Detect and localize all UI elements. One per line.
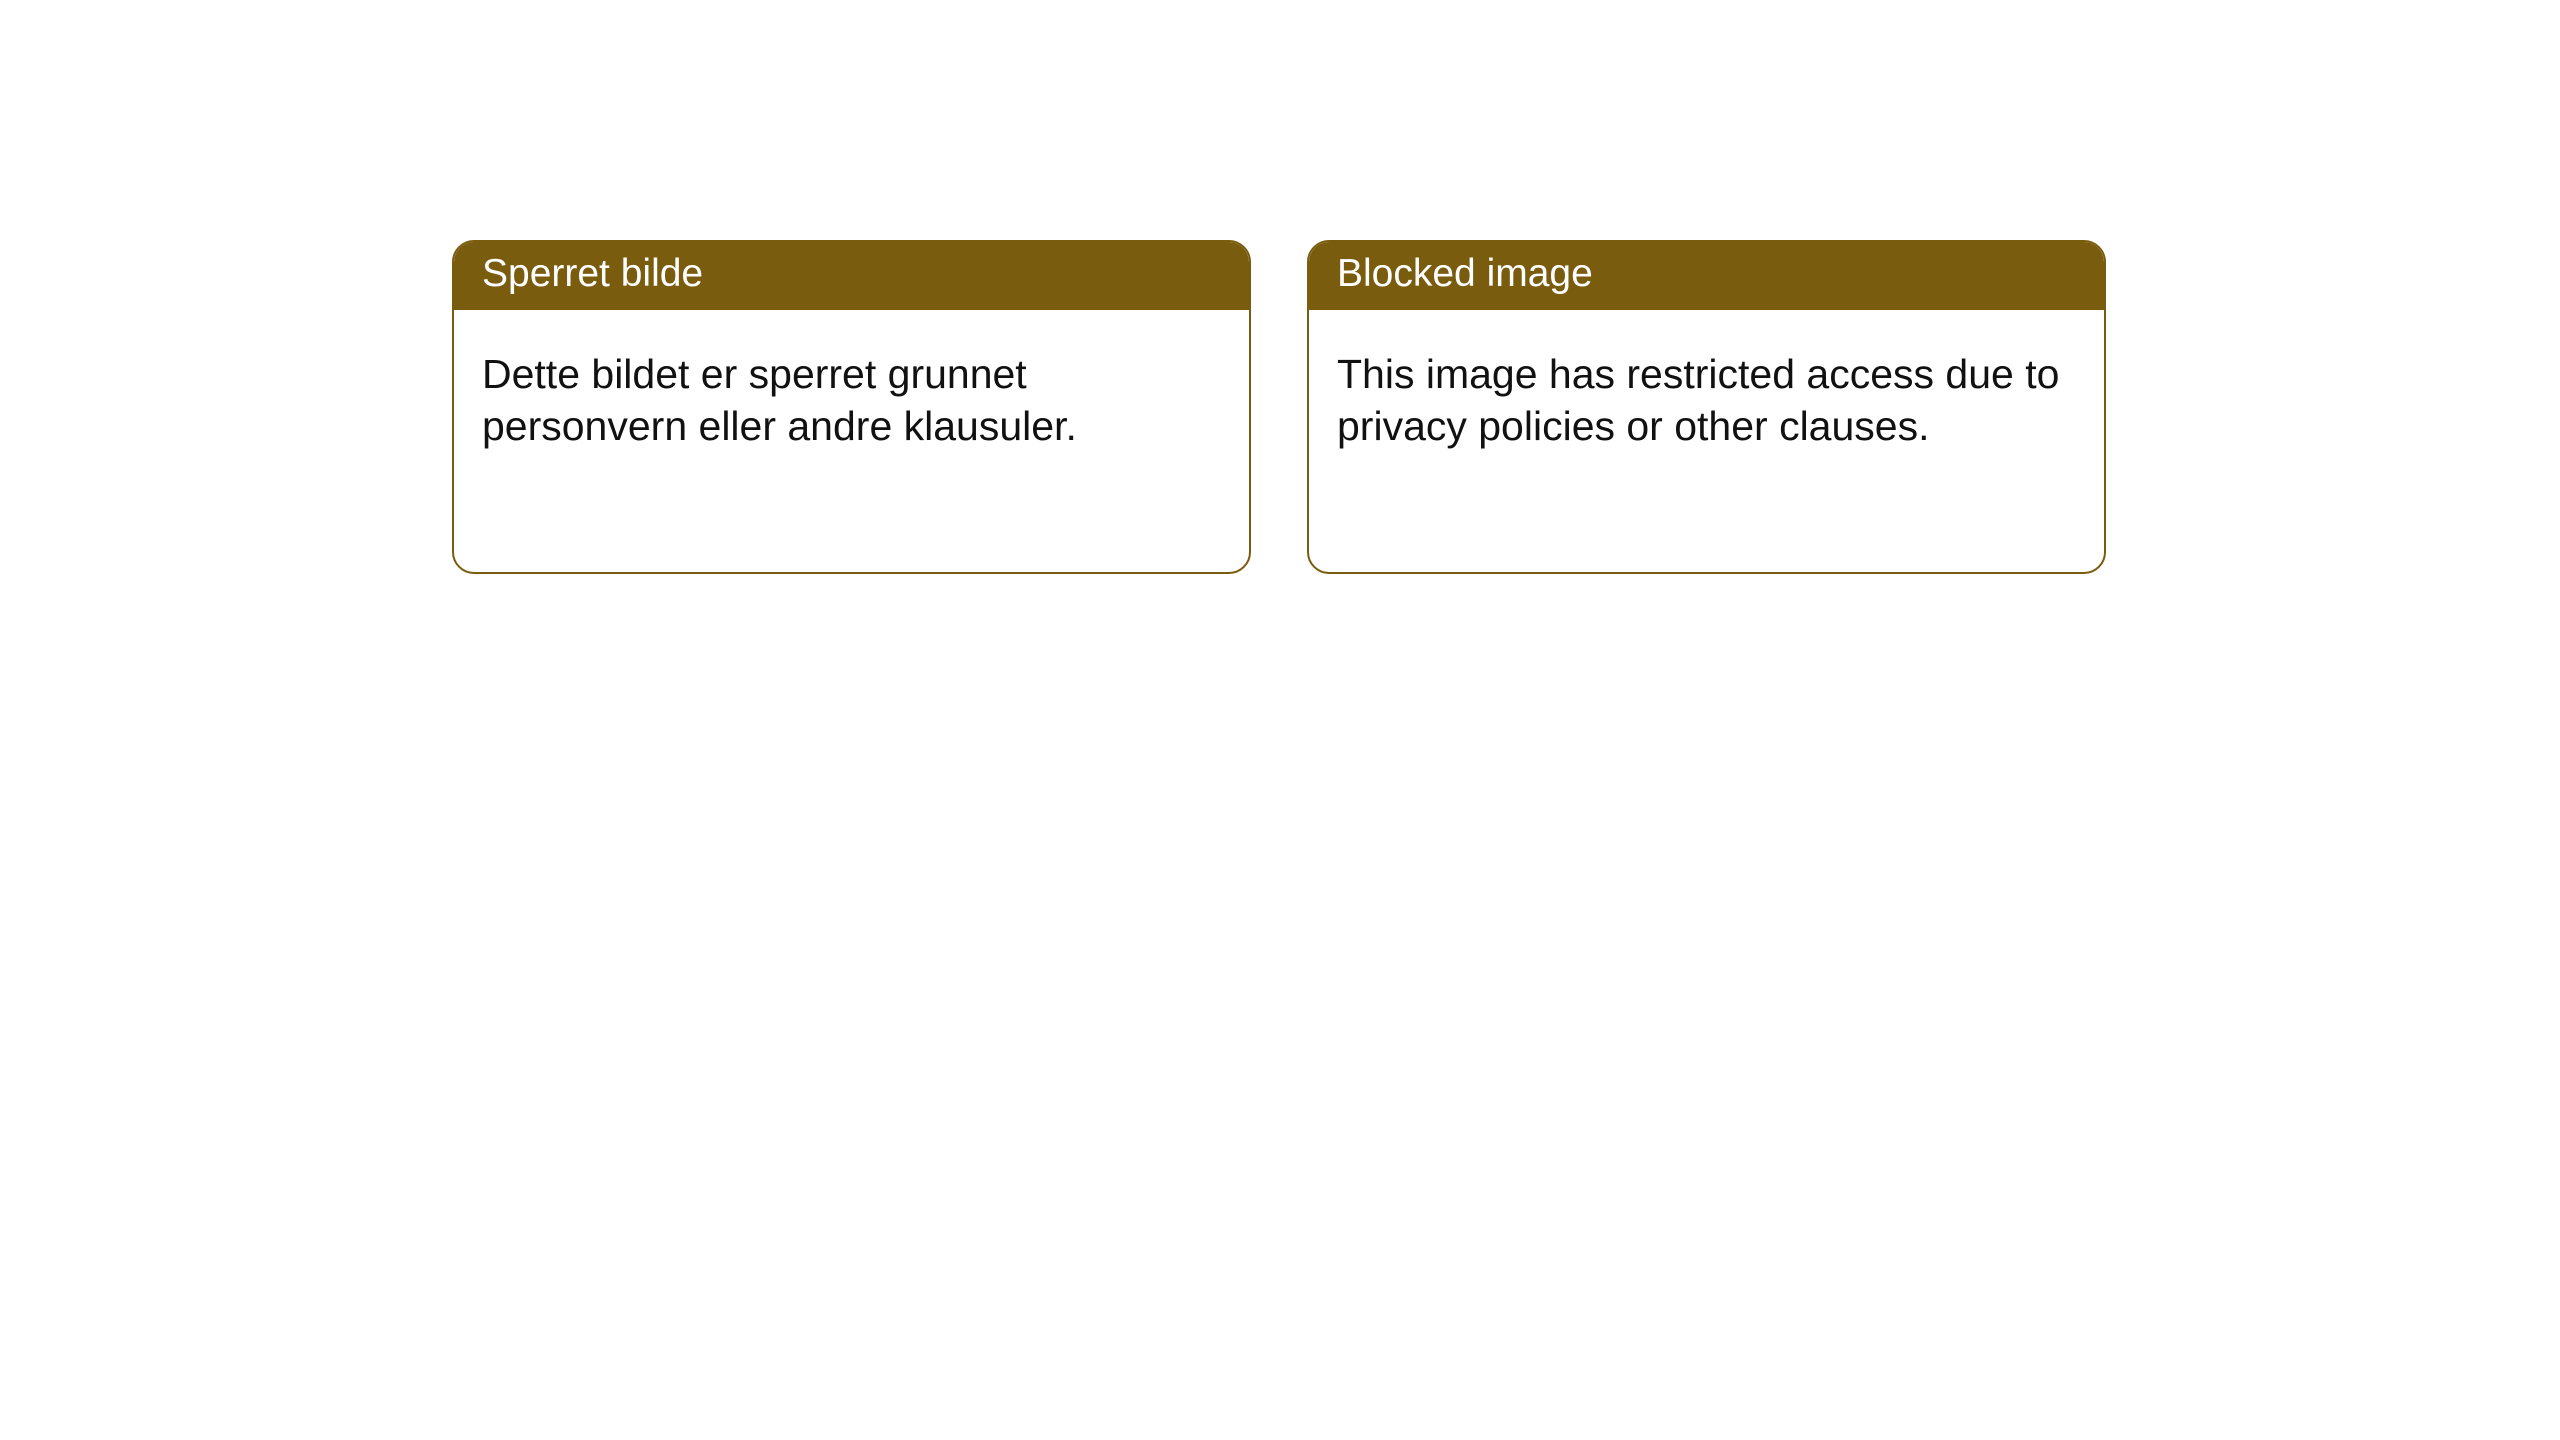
card-header-no: Sperret bilde bbox=[454, 242, 1249, 310]
card-body-en: This image has restricted access due to … bbox=[1309, 310, 2104, 481]
blocked-image-card-no: Sperret bilde Dette bildet er sperret gr… bbox=[452, 240, 1251, 574]
notice-container: Sperret bilde Dette bildet er sperret gr… bbox=[0, 0, 2560, 574]
card-body-no: Dette bildet er sperret grunnet personve… bbox=[454, 310, 1249, 481]
card-header-en: Blocked image bbox=[1309, 242, 2104, 310]
blocked-image-card-en: Blocked image This image has restricted … bbox=[1307, 240, 2106, 574]
